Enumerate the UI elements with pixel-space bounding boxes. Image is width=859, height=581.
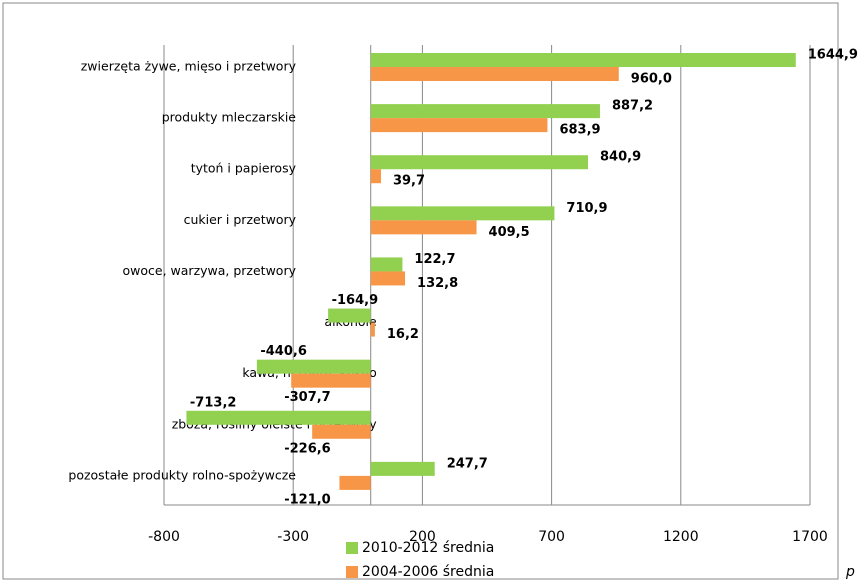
value-label: 39,7 (393, 174, 425, 189)
bar (370, 461, 435, 476)
value-label: 409,5 (489, 225, 530, 240)
bar (370, 155, 589, 170)
value-label: -307,7 (284, 390, 331, 405)
bar (370, 104, 600, 119)
legend-swatch (346, 542, 358, 554)
x-tick-label: 200 (409, 529, 436, 545)
value-label: 887,2 (612, 99, 653, 114)
value-label: -164,9 (332, 293, 379, 308)
bar (370, 322, 375, 337)
x-tick-label: -300 (277, 529, 309, 545)
legend-label: 2004-2006 średnia (362, 564, 494, 580)
bar (339, 475, 371, 490)
value-label: 710,9 (566, 201, 607, 216)
footer: p (845, 564, 855, 580)
bar (370, 271, 406, 286)
bar (370, 220, 477, 235)
value-label: -713,2 (190, 395, 237, 410)
bar (312, 424, 371, 439)
bar (370, 206, 555, 221)
value-label: 840,9 (600, 150, 641, 165)
category-label: owoce, warzywa, przetwory (123, 263, 297, 278)
category-label: tytoń i papierosy (191, 161, 297, 176)
category-label: cukier i przetwory (184, 212, 297, 227)
value-label: 683,9 (559, 123, 600, 138)
chart-frame (2, 2, 839, 580)
bar (186, 410, 371, 425)
legend-label: 2010-2012 średnia (362, 540, 494, 556)
x-tick-label: 1200 (663, 529, 699, 545)
category-label: zwierzęta żywe, mięso i przetwory (81, 59, 297, 74)
bar (291, 373, 371, 388)
bar (370, 53, 796, 67)
bar (370, 118, 548, 133)
x-tick-label: 700 (538, 529, 565, 545)
value-label: 122,7 (414, 252, 455, 267)
bar (256, 359, 371, 374)
bar (370, 67, 619, 81)
value-label: 247,7 (447, 456, 488, 471)
value-label: 960,0 (631, 72, 672, 87)
value-label: -226,6 (284, 441, 331, 456)
bar (370, 257, 403, 272)
legend-swatch (346, 566, 358, 578)
value-label: 1644,9 (808, 48, 858, 63)
x-tick-label: -800 (148, 529, 180, 545)
bar (328, 308, 371, 323)
category-label: pozostałe produkty rolno-spożywcze (68, 467, 296, 482)
value-label: -440,6 (260, 344, 307, 359)
category-label: produkty mleczarskie (162, 110, 297, 125)
bar (370, 169, 381, 184)
value-label: 132,8 (417, 276, 458, 291)
x-tick-label: 1700 (792, 529, 828, 545)
value-label: -121,0 (284, 492, 331, 507)
value-label: 16,2 (387, 327, 419, 342)
